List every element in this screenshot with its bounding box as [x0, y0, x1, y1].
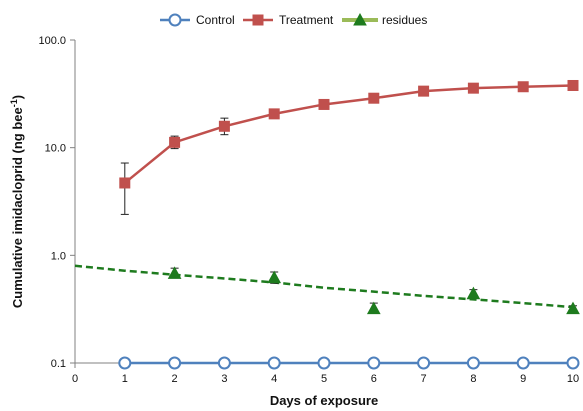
series — [74, 79, 580, 370]
legend-swatch-marker — [168, 13, 182, 27]
legend-swatch-marker — [252, 14, 264, 26]
y-tick-label: 1.0 — [51, 250, 66, 262]
x-tick-label: 9 — [520, 373, 526, 385]
x-tick-label: 0 — [72, 373, 78, 385]
x-tick-label: 6 — [371, 373, 377, 385]
control-point — [168, 356, 182, 370]
treatment-point — [517, 81, 529, 93]
treatment-point — [218, 120, 230, 132]
x-tick-label: 1 — [122, 373, 128, 385]
y-axis-title: Cumulative imidacloprid (ng bee-1) — [9, 95, 25, 308]
treatment-point — [467, 82, 479, 94]
x-tick-label: 7 — [421, 373, 427, 385]
control-point — [516, 356, 530, 370]
treatment-point — [119, 177, 131, 189]
y-tick-label: 10.0 — [45, 143, 66, 155]
treatment-point — [418, 85, 430, 97]
control-point — [217, 356, 231, 370]
legend-swatch-marker — [353, 12, 367, 26]
y-tick-label: 0.1 — [51, 358, 66, 370]
legend-item-treatment: Treatment — [243, 13, 334, 27]
series-residues — [167, 266, 580, 315]
control-point — [367, 356, 381, 370]
x-tick-label: 2 — [172, 373, 178, 385]
control-point — [118, 356, 132, 370]
x-tick-label: 3 — [221, 373, 227, 385]
residues-point — [466, 286, 481, 300]
x-tick-label: 5 — [321, 373, 327, 385]
treatment-point — [368, 92, 380, 104]
control-point — [267, 356, 281, 370]
residues-point — [167, 266, 182, 279]
y-axis-title-main: Cumulative imidacloprid (ng bee — [10, 107, 25, 308]
treatment-point — [567, 79, 579, 91]
control-point — [466, 356, 480, 370]
control-point — [317, 356, 331, 370]
treatment-point — [318, 98, 330, 110]
tick-labels: 0.1 1.0 10.0 100.0 0 1 2 3 4 5 6 7 8 9 10 — [38, 35, 579, 385]
x-axis-title: Days of exposure — [270, 393, 378, 408]
x-tick-label: 8 — [470, 373, 476, 385]
residues-point — [566, 301, 580, 315]
residues-point — [267, 270, 282, 284]
legend-item-residues: residues — [342, 12, 427, 27]
residues-trendline — [74, 264, 574, 309]
series-treatment — [119, 79, 579, 215]
legend-label: Control — [196, 13, 235, 27]
x-tick-label: 10 — [567, 373, 579, 385]
control-point — [417, 356, 431, 370]
series-control — [118, 356, 580, 370]
treatment-point — [268, 108, 280, 120]
axes — [70, 39, 574, 368]
axis-titles: Days of exposure Cumulative imidacloprid… — [9, 95, 378, 408]
legend-item-control: Control — [160, 13, 235, 27]
x-tick-label: 4 — [271, 373, 277, 385]
y-axis-title-close: ) — [10, 95, 25, 99]
control-point — [566, 356, 580, 370]
treatment-line — [124, 84, 574, 184]
legend: Control Treatment residues — [160, 12, 427, 27]
residues-point — [366, 301, 381, 315]
legend-label: Treatment — [279, 13, 334, 27]
legend-label: residues — [382, 13, 427, 27]
y-axis-title-superscript: -1 — [9, 99, 19, 107]
y-tick-label: 100.0 — [38, 35, 66, 47]
treatment-point — [169, 136, 181, 148]
